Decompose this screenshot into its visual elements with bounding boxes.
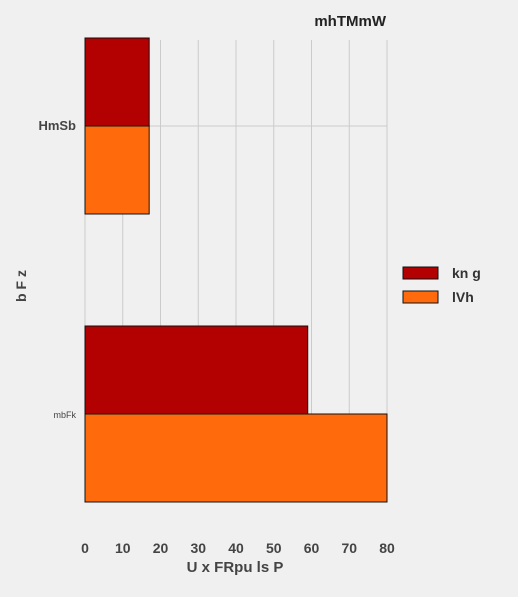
legend-label: kn g [452,265,481,281]
legend-swatch [402,266,439,280]
x-tick-label: 0 [81,540,89,556]
x-tick-label: 60 [304,540,320,556]
bar[interactable] [84,325,309,415]
y-tick-label: HmSb [38,118,76,133]
y-tick-label: mbFk [54,410,77,420]
bar[interactable] [84,413,388,503]
x-tick-label: 30 [190,540,206,556]
bars [84,37,388,503]
legend-swatch [402,290,439,304]
x-axis-label: U x FRpu ls P [187,559,284,576]
x-tick-label: 50 [266,540,282,556]
x-tick-label: 70 [341,540,357,556]
bar[interactable] [84,37,150,127]
x-tick-label: 40 [228,540,244,556]
x-tick-label: 10 [115,540,131,556]
axes: 0 10 20 30 40 50 60 70 80 HmSb mbFk [38,118,395,556]
x-tick-label: 80 [379,540,395,556]
bar[interactable] [84,125,150,215]
chart-title: mhTMmW [314,13,386,30]
y-axis-label: b F z [13,270,29,302]
legend: kn g lVh [402,265,481,305]
legend-label: lVh [452,289,474,305]
x-tick-label: 20 [153,540,169,556]
